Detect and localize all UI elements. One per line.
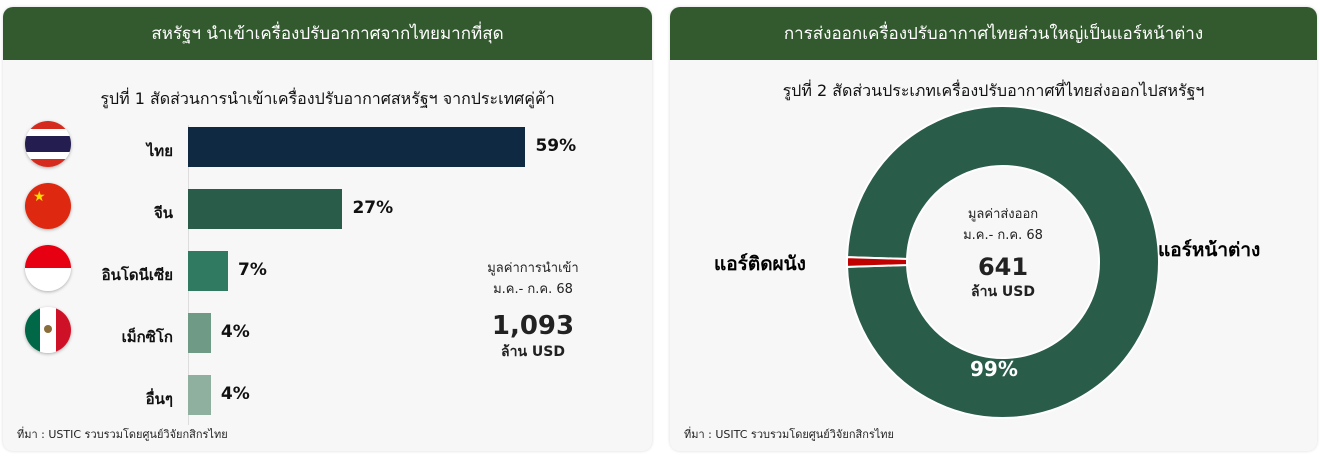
mexico-flag-icon xyxy=(25,307,71,353)
bar-value-label: 27% xyxy=(352,198,394,218)
indonesia-flag-icon xyxy=(25,245,71,291)
china-flag-icon: ★ xyxy=(25,183,71,229)
category-label: จีน xyxy=(153,204,173,222)
total-period: ม.ค.- ก.ค. 68 xyxy=(963,228,1043,243)
bar-value-label: 4% xyxy=(220,322,250,342)
legend-window-ac: แอร์หน้าต่าง xyxy=(1158,239,1261,261)
slice-label-window-ac: 99% xyxy=(970,357,1018,381)
source-note: ที่มา : USTIC รวบรวมโดยศูนย์วิจัยกสิกรไท… xyxy=(17,428,228,441)
import-total-box: มูลค่าการนำเข้า ม.ค.- ก.ค. 68 1,093 ล้าน… xyxy=(458,257,608,363)
bar xyxy=(188,189,343,229)
panel-header: สหรัฐฯ นำเข้าเครื่องปรับอากาศจากไทยมากที… xyxy=(3,7,652,60)
bar xyxy=(188,375,211,415)
import-share-panel: สหรัฐฯ นำเข้าเครื่องปรับอากาศจากไทยมากที… xyxy=(3,7,652,451)
chart-title: รูปที่ 2 สัดส่วนประเภทเครื่องปรับอากาศที… xyxy=(782,81,1205,100)
donut-chart xyxy=(846,105,1160,419)
donut-slice xyxy=(846,256,909,268)
legend-wall-ac: แอร์ติดผนัง xyxy=(714,253,806,275)
bar xyxy=(188,127,526,167)
total-unit: ล้าน USD xyxy=(971,284,1035,300)
total-period: ม.ค.- ก.ค. 68 xyxy=(493,282,573,297)
bar-value-label: 4% xyxy=(220,384,250,404)
total-unit: ล้าน USD xyxy=(501,344,565,360)
category-label: อื่นๆ xyxy=(145,390,173,408)
total-value: 1,093 xyxy=(491,311,575,341)
bar xyxy=(188,251,229,291)
thailand-flag-icon xyxy=(25,121,71,167)
donut-slice xyxy=(846,105,1160,419)
total-value: 641 xyxy=(977,253,1029,281)
category-label: ไทย xyxy=(146,142,173,160)
bar-value-label: 7% xyxy=(238,260,267,280)
source-note: ที่มา : USITC รวบรวมโดยศูนย์วิจัยกสิกรไท… xyxy=(684,428,894,441)
panel-header: การส่งออกเครื่องปรับอากาศไทยส่วนใหญ่เป็น… xyxy=(670,7,1317,60)
chart-title: รูปที่ 1 สัดส่วนการนำเข้าเครื่องปรับอากา… xyxy=(100,89,555,108)
category-label: เม็กซิโก xyxy=(121,328,173,346)
bar-value-label: 59% xyxy=(535,136,577,156)
export-type-panel: การส่งออกเครื่องปรับอากาศไทยส่วนใหญ่เป็น… xyxy=(670,7,1317,451)
bar xyxy=(188,313,211,353)
total-label: มูลค่าการนำเข้า xyxy=(487,261,579,276)
export-total-box: มูลค่าส่งออก ม.ค.- ก.ค. 68 641 ล้าน USD xyxy=(923,203,1083,303)
total-label: มูลค่าส่งออก xyxy=(967,207,1039,222)
category-label: อินโดนีเซีย xyxy=(101,266,173,284)
